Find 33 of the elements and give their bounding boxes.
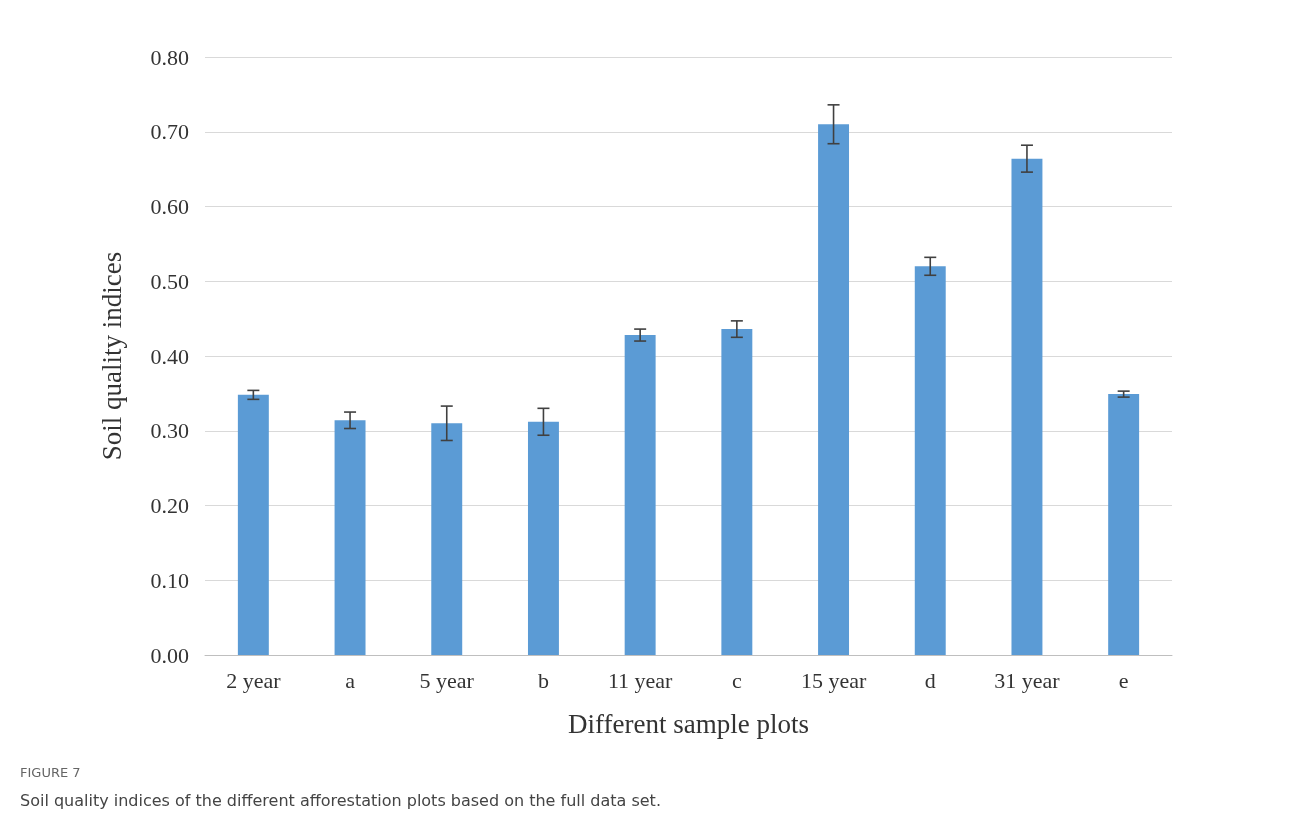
x-tick-label: 2 year [226,667,282,693]
y-tick-label: 0.10 [150,567,189,593]
bar [334,420,366,655]
x-tick-label: e [1118,667,1129,693]
x-tick-label: 11 year [607,667,674,693]
text: Soil quality indices of the different afforestation plots based on the full data set. [20,790,661,810]
x-tick-label: 31 year [994,667,1061,693]
y-tick-label: 0.20 [150,493,189,518]
bar [527,421,559,655]
y-tick-label: 0.40 [150,343,189,369]
y-tick-label: 0.50 [150,268,189,294]
bar [1108,394,1140,655]
bar [1011,158,1043,655]
x-tick-label: a [345,667,356,693]
y-tick-label: 0.00 [150,642,189,668]
caption: FIGURE 7 [20,765,81,780]
x-tick-label: 5 year [419,667,475,693]
x-tick-label: d [924,667,936,693]
bar [431,423,463,655]
bar [914,266,946,655]
y-tick-label: 0.30 [150,418,189,444]
y-tick-label: 0.70 [150,119,189,145]
bar [237,394,269,655]
bar [721,329,753,655]
y-tick-label: 0.60 [150,194,189,219]
y-axis-title: Soil quality indices [96,251,127,461]
bar [818,124,850,655]
bar [624,335,656,655]
x-tick-label: b [537,667,549,693]
y-tick-label: 0.80 [150,44,189,70]
x-axis-title: Different sample plots [568,708,809,739]
x-tick-label: 15 year [800,667,867,693]
x-tick-label: c [731,667,742,693]
